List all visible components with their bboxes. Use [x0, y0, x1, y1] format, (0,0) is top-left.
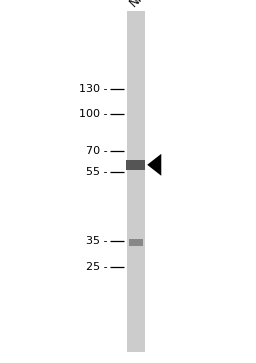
- Text: 35 -: 35 -: [86, 236, 108, 246]
- Text: 25 -: 25 -: [86, 262, 108, 272]
- Text: NIH/3T3: NIH/3T3: [126, 0, 169, 9]
- Text: 70 -: 70 -: [86, 146, 108, 156]
- Polygon shape: [147, 154, 161, 176]
- Text: 100 -: 100 -: [79, 109, 108, 119]
- Bar: [127, 11, 145, 352]
- Bar: [129, 239, 143, 246]
- Text: 130 -: 130 -: [79, 84, 108, 94]
- Bar: [126, 160, 145, 170]
- Text: 55 -: 55 -: [86, 167, 108, 178]
